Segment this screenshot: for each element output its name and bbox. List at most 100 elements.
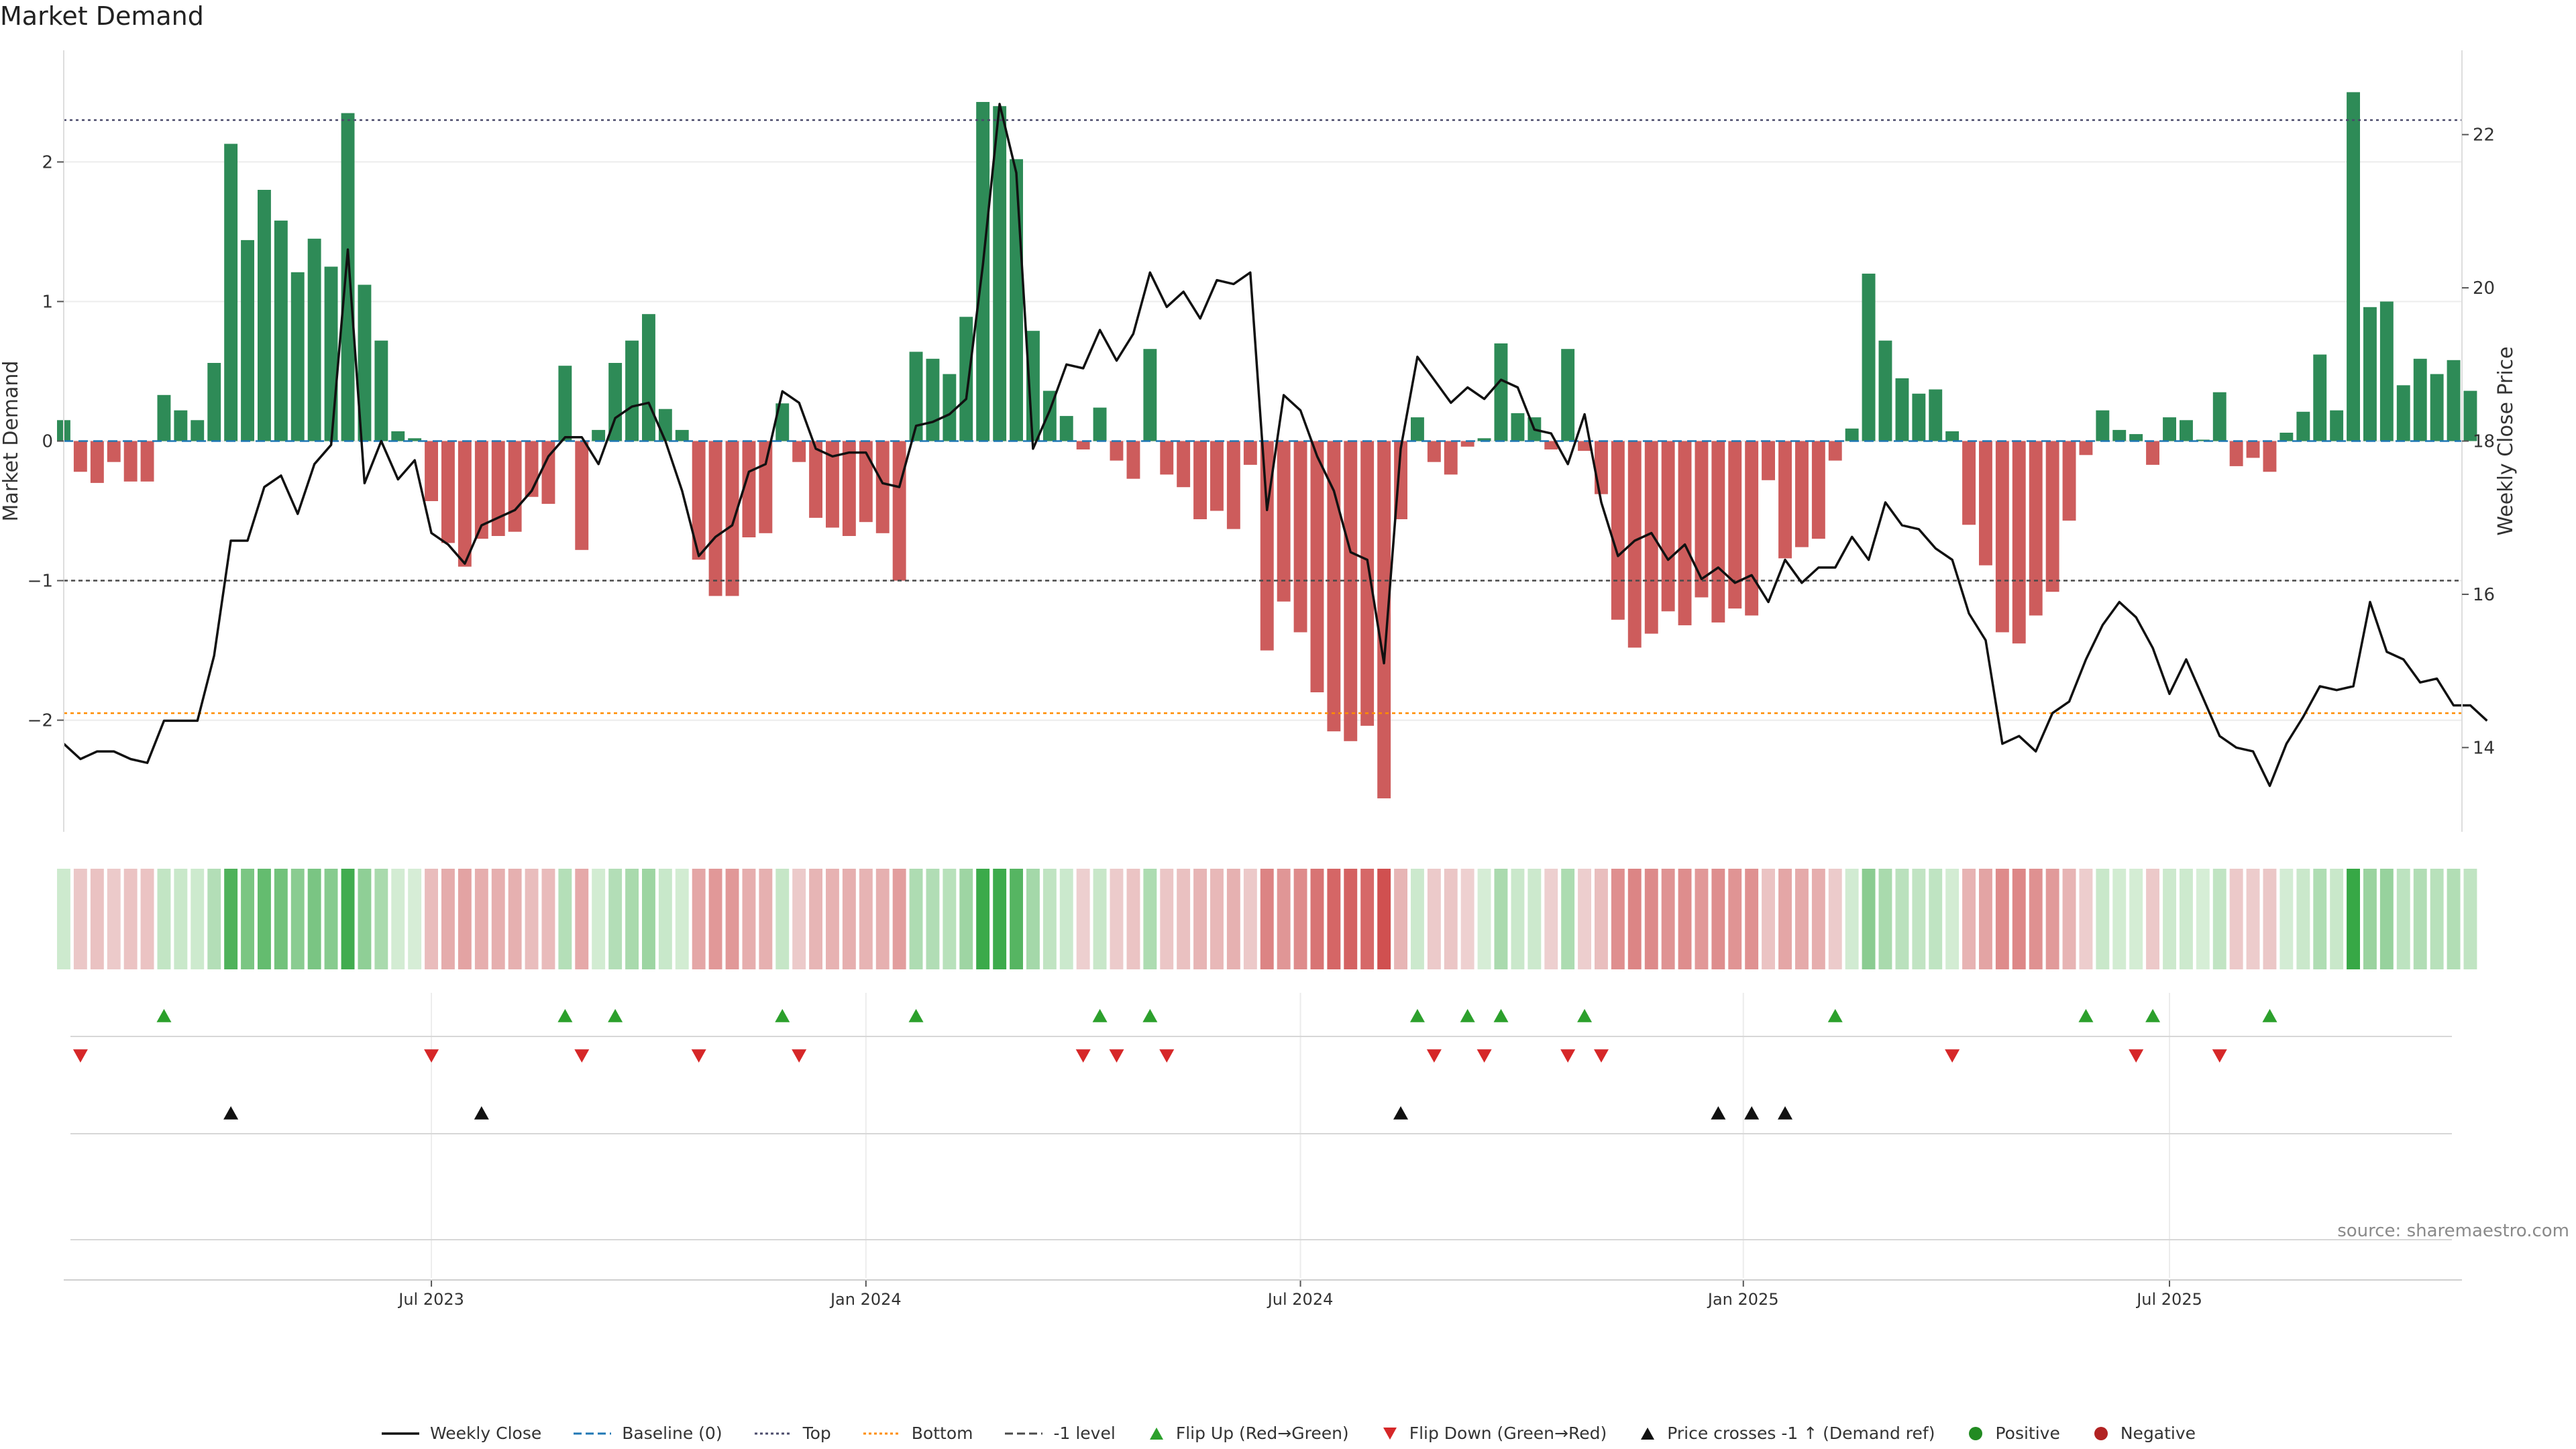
flip-down-marker bbox=[2212, 1049, 2227, 1063]
demand-bar bbox=[2313, 354, 2327, 441]
demand-bar bbox=[1661, 441, 1675, 612]
heat-cell bbox=[859, 869, 873, 969]
heat-cell bbox=[625, 869, 639, 969]
y2-tick-label: 20 bbox=[2473, 278, 2495, 299]
chart-title: Market Demand bbox=[0, 1, 204, 31]
legend-label: Weekly Close bbox=[429, 1424, 542, 1443]
heat-cell bbox=[1778, 869, 1792, 969]
heat-cell bbox=[174, 869, 188, 969]
demand-bar bbox=[2463, 390, 2477, 441]
legend-label: -1 level bbox=[1053, 1424, 1116, 1443]
heat-cell bbox=[90, 869, 104, 969]
demand-bar bbox=[1277, 441, 1291, 602]
demand-bar bbox=[2396, 385, 2410, 441]
heat-cell bbox=[658, 869, 672, 969]
demand-bar bbox=[2029, 441, 2043, 616]
demand-bar bbox=[1678, 441, 1692, 626]
y2-tick-label: 14 bbox=[2473, 738, 2495, 758]
heat-cell bbox=[875, 869, 890, 969]
x-tick-label: Jan 2025 bbox=[1707, 1290, 1779, 1309]
flip-up-marker bbox=[2078, 1009, 2094, 1022]
demand-bar bbox=[2146, 441, 2159, 465]
heat-cell bbox=[2330, 869, 2344, 969]
legend-item: Bottom bbox=[862, 1424, 973, 1443]
demand-bar bbox=[1778, 441, 1792, 559]
x-tick-label: Jul 2024 bbox=[1267, 1290, 1334, 1309]
heat-cell bbox=[425, 869, 438, 969]
demand-bar bbox=[1427, 441, 1441, 462]
demand-bar bbox=[1945, 431, 1960, 441]
flip-down-marker bbox=[1560, 1049, 1576, 1063]
demand-bar bbox=[1862, 273, 1876, 441]
heat-cell bbox=[742, 869, 756, 969]
price-cross-marker bbox=[1711, 1106, 1726, 1120]
legend-item: Top bbox=[753, 1424, 831, 1443]
y2-tick-label: 22 bbox=[2473, 125, 2495, 146]
demand-bar bbox=[1110, 441, 1124, 461]
heat-cell bbox=[1344, 869, 1358, 969]
demand-bar bbox=[1627, 441, 1642, 648]
flip-up-marker bbox=[1142, 1009, 1158, 1022]
demand-bar bbox=[140, 441, 154, 482]
heat-cell bbox=[374, 869, 388, 969]
demand-bar bbox=[1895, 378, 1909, 441]
heat-cell bbox=[1745, 869, 1759, 969]
heat-cell bbox=[2012, 869, 2026, 969]
price-cross-marker bbox=[1744, 1106, 1760, 1120]
heat-cell bbox=[1110, 869, 1124, 969]
heat-cell bbox=[1226, 869, 1240, 969]
legend-item: Baseline (0) bbox=[572, 1424, 722, 1443]
heat-cell bbox=[1277, 869, 1291, 969]
demand-bar bbox=[708, 441, 722, 596]
price-series bbox=[62, 103, 2488, 788]
heat-cell bbox=[123, 869, 138, 969]
demand-bar bbox=[2347, 92, 2360, 441]
heat-cell bbox=[1979, 869, 1992, 969]
y-tick-label: −2 bbox=[28, 711, 53, 731]
heat-cell bbox=[2180, 869, 2193, 969]
legend-item: Positive bbox=[1966, 1424, 2060, 1443]
heat-cell bbox=[1678, 869, 1692, 969]
legend-marker-icon bbox=[753, 1426, 794, 1442]
heat-cell bbox=[1544, 869, 1558, 969]
demand-bar bbox=[2012, 441, 2026, 644]
heat-cell bbox=[959, 869, 973, 969]
heat-cell bbox=[441, 869, 455, 969]
heat-cell bbox=[408, 869, 422, 969]
heat-cell bbox=[792, 869, 806, 969]
heat-cell bbox=[2447, 869, 2461, 969]
demand-bar bbox=[1477, 438, 1491, 441]
price-cross-marker bbox=[474, 1106, 489, 1120]
heat-cell bbox=[1962, 869, 1976, 969]
demand-bar bbox=[1310, 441, 1324, 692]
heat-cell bbox=[474, 869, 488, 969]
demand-bar bbox=[1511, 413, 1525, 441]
flip-up-marker bbox=[1409, 1009, 1425, 1022]
flip-up-marker bbox=[775, 1009, 790, 1022]
y-axis-label: Market Demand bbox=[0, 361, 23, 522]
heat-cell bbox=[73, 869, 87, 969]
flip-down-marker bbox=[2129, 1049, 2144, 1063]
heat-cell bbox=[1160, 869, 1174, 969]
heat-cell bbox=[191, 869, 205, 969]
y2-tick-label: 18 bbox=[2473, 432, 2495, 452]
legend-marker-icon bbox=[1146, 1426, 1167, 1442]
demand-bar bbox=[474, 441, 488, 539]
demand-bar bbox=[174, 410, 188, 441]
demand-bar bbox=[1344, 441, 1358, 741]
demand-bar bbox=[558, 366, 572, 441]
price-cross-marker bbox=[1393, 1106, 1409, 1120]
heat-cell bbox=[976, 869, 990, 969]
heat-cell bbox=[2379, 869, 2394, 969]
flip-up-marker bbox=[2262, 1009, 2277, 1022]
heat-cell bbox=[826, 869, 839, 969]
demand-bar bbox=[391, 431, 405, 441]
demand-bar bbox=[458, 441, 472, 567]
heat-cell bbox=[2163, 869, 2176, 969]
demand-bar bbox=[2180, 420, 2193, 441]
heat-cell bbox=[1093, 869, 1107, 969]
heat-cell bbox=[2196, 869, 2210, 969]
source-watermark: source: sharemaestro.com bbox=[2337, 1221, 2569, 1241]
heat-cell bbox=[1210, 869, 1224, 969]
heat-cell bbox=[1845, 869, 1859, 969]
